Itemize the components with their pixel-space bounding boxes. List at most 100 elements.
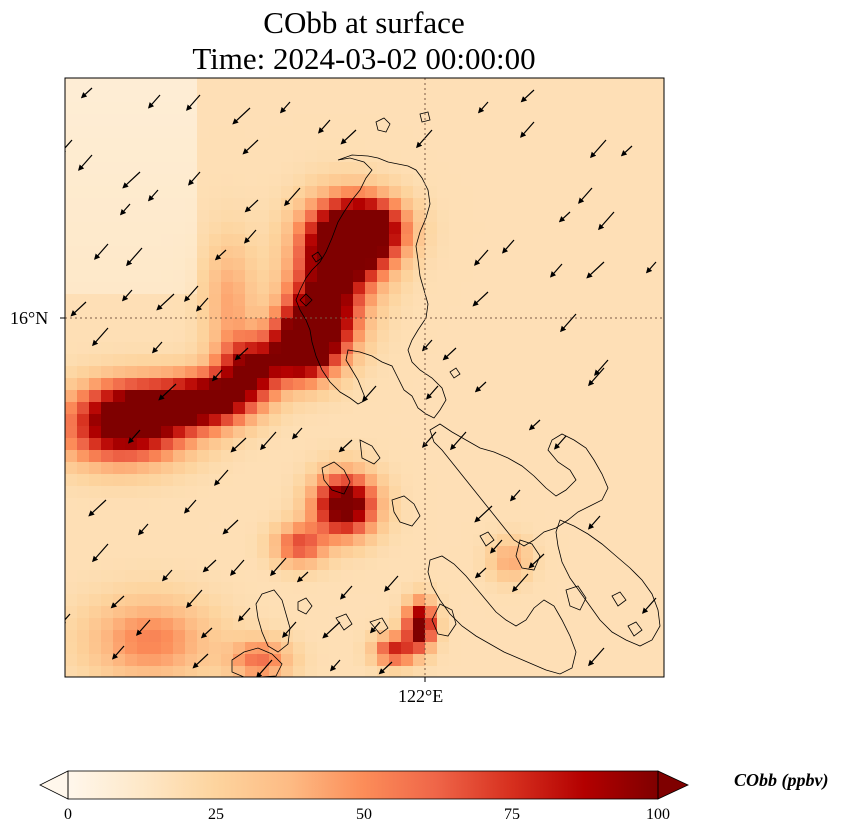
field-cell [557, 258, 570, 271]
field-cell [245, 462, 258, 475]
field-cell [341, 258, 354, 271]
field-cell [305, 306, 318, 319]
field-cell [317, 162, 330, 175]
field-cell [113, 90, 126, 103]
field-cell [113, 558, 126, 571]
field-cell [593, 558, 606, 571]
field-cell [425, 78, 438, 91]
field-cell [485, 630, 498, 643]
field-cell [161, 486, 174, 499]
field-cell [497, 198, 510, 211]
field-cell [113, 234, 126, 247]
field-cell [545, 102, 558, 115]
field-cell [593, 414, 606, 427]
field-cell [641, 486, 654, 499]
field-cell [533, 78, 546, 91]
field-cell [245, 570, 258, 583]
field-cell [257, 618, 270, 631]
field-cell [353, 282, 366, 295]
field-cell [125, 594, 138, 607]
wind-arrow [126, 247, 143, 267]
field-cell [77, 78, 90, 91]
wind-arrow [384, 575, 399, 592]
field-cell [65, 438, 78, 451]
field-cell [473, 234, 486, 247]
field-cell [389, 534, 402, 547]
field-cell [389, 594, 402, 607]
field-cell [341, 246, 354, 259]
field-cell [245, 150, 258, 163]
field-cell [221, 222, 234, 235]
field-cell [593, 402, 606, 415]
field-cell [629, 342, 642, 355]
field-cell [497, 654, 510, 667]
field-cell [101, 222, 114, 235]
field-cell [521, 258, 534, 271]
field-cell [185, 510, 198, 523]
field-cell [581, 486, 594, 499]
field-cell [233, 582, 246, 595]
field-cell [593, 450, 606, 463]
field-cell [629, 534, 642, 547]
field-cell [233, 282, 246, 295]
field-cell [389, 210, 402, 223]
field-cell [305, 342, 318, 355]
field-cell [233, 666, 246, 677]
field-cell [197, 642, 210, 655]
field-cell [617, 474, 630, 487]
field-cell [305, 654, 318, 667]
wind-arrow [338, 439, 353, 453]
field-cell [329, 474, 342, 487]
field-cell [581, 438, 594, 451]
field-cell [149, 198, 162, 211]
field-cell [533, 438, 546, 451]
field-cell [161, 582, 174, 595]
field-cell [197, 606, 210, 619]
field-cell [641, 630, 654, 643]
field-cell [449, 162, 462, 175]
field-cell [341, 270, 354, 283]
field-cell [137, 210, 150, 223]
field-cell [269, 438, 282, 451]
field-cell [161, 438, 174, 451]
field-cell [569, 210, 582, 223]
field-cell [113, 522, 126, 535]
field-cell [629, 486, 642, 499]
field-cell [113, 534, 126, 547]
field-cell [641, 510, 654, 523]
field-cell [437, 474, 450, 487]
field-cell [401, 294, 414, 307]
field-cell [365, 174, 378, 187]
field-cell [401, 150, 414, 163]
field-cell [425, 522, 438, 535]
field-cell [365, 486, 378, 499]
field-cell [353, 534, 366, 547]
field-cell [473, 318, 486, 331]
field-cell [377, 450, 390, 463]
field-cell [593, 210, 606, 223]
field-cell [497, 378, 510, 391]
field-cell [449, 558, 462, 571]
field-cell [317, 234, 330, 247]
field-cell [269, 402, 282, 415]
field-cell [653, 210, 664, 223]
field-cell [581, 390, 594, 403]
field-cell [233, 138, 246, 151]
field-cell [389, 78, 402, 91]
field-cell [233, 426, 246, 439]
field-cell [353, 294, 366, 307]
wind-arrow [578, 187, 593, 204]
field-cell [545, 390, 558, 403]
field-cell [137, 114, 150, 127]
field-cell [497, 282, 510, 295]
field-cell [497, 222, 510, 235]
field-cell [125, 606, 138, 619]
field-cell [281, 366, 294, 379]
field-cell [281, 498, 294, 511]
field-cell [65, 666, 78, 677]
field-cell [473, 510, 486, 523]
field-cell [497, 642, 510, 655]
field-cell [509, 198, 522, 211]
field-cell [353, 174, 366, 187]
field-cell [581, 570, 594, 583]
